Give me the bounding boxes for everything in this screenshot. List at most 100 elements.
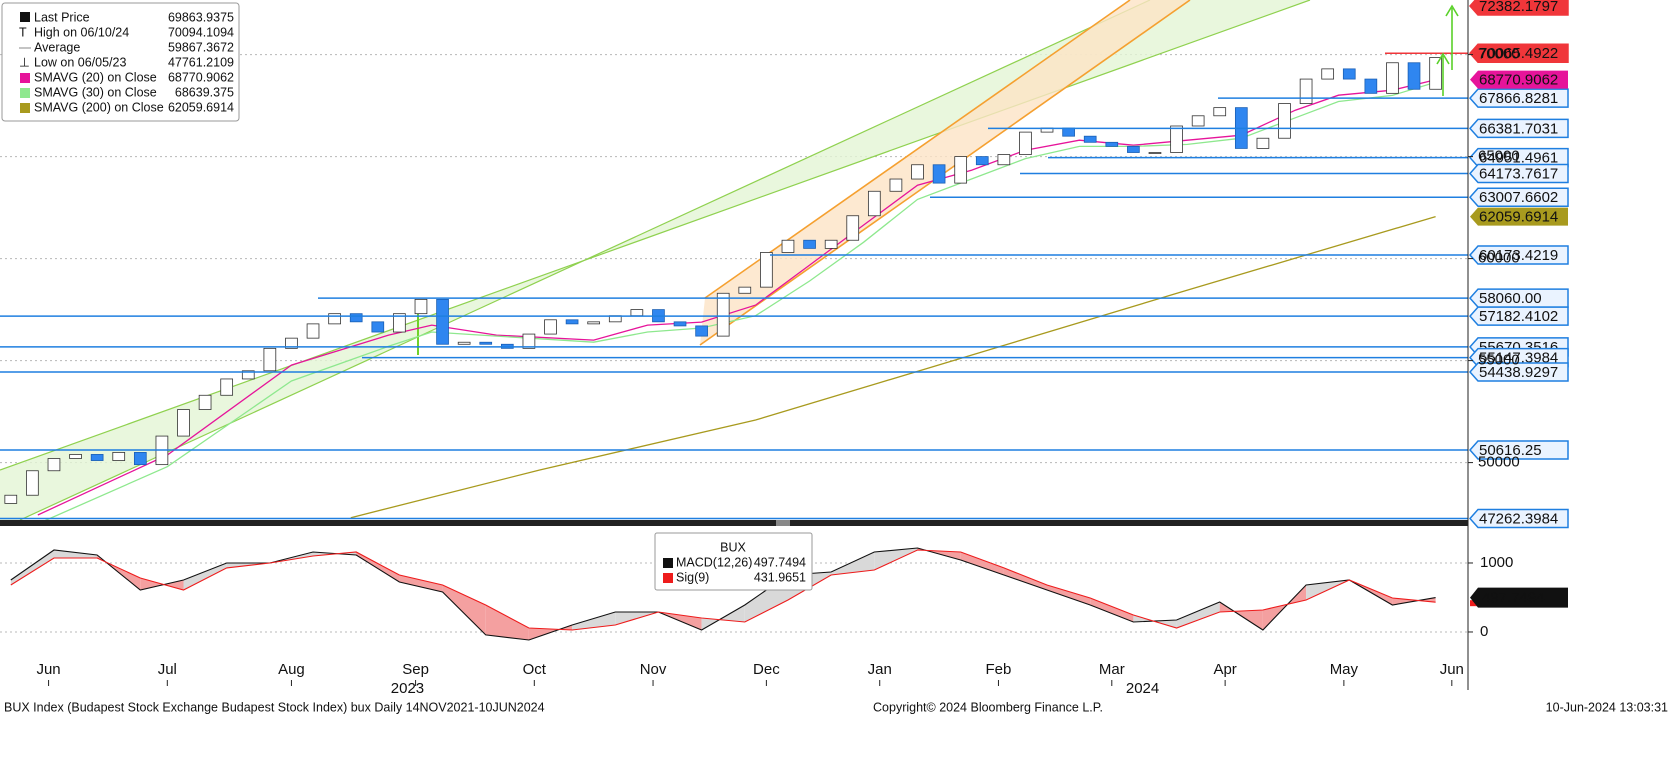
legend-value: 59867.3672 [168,40,234,54]
macd-fill [10,550,55,585]
legend-value: 68639.375 [175,85,234,99]
legend-label: Average [34,40,80,54]
candle [112,451,126,461]
green-channel-fill [0,0,1310,520]
level-label-box [1468,88,1569,108]
candle [1321,68,1335,80]
orange-channel-upper [704,0,1131,299]
macd-fill [1047,585,1091,605]
legend-label: Last Price [34,10,90,24]
x-tick-label: Feb [986,661,1012,678]
legend-label: SMAVG (200) on Close [34,100,164,114]
candle [544,319,557,335]
candle [371,321,385,333]
level-label: 58060.00 [1479,290,1542,307]
macd-fill [54,550,98,558]
year-label: 2024 [1126,680,1159,697]
level-label: 72382.1797 [1479,0,1558,15]
level-label: 60173.4219 [1479,247,1558,264]
macd-fill [442,585,486,635]
legend-swatch [20,88,30,98]
candle [241,370,255,380]
level-label-box [1468,118,1569,139]
axis-labels: 50000 55000 60000 65000 70000 0 1000 Jun Jul Aug S… [36,46,1519,697]
candle [1299,78,1313,104]
legend: Last Price 69863.9375 T High on 06/10/24… [1,2,240,122]
macd-label-box [1470,587,1568,608]
year-label: 2023 [391,680,424,697]
candle [1278,103,1291,139]
candle [911,164,924,180]
legend-label: SMAVG (30) on Close [34,85,157,99]
level-label-box [1468,163,1569,184]
legend-value: 70094.1094 [168,25,234,39]
legend-swatch [20,73,30,83]
level-label: 54438.9297 [1479,364,1558,381]
y-tick-label: 1000 [1480,554,1513,571]
footer-center: Copyright© 2024 Bloomberg Finance L.P. [873,700,1103,714]
candle [954,156,968,184]
footer-left: BUX Index (Budapest Stock Exchange Budap… [4,700,545,714]
macd-fill [356,552,400,582]
arrows [1436,4,1459,96]
ma-label: 62059.6914 [1479,209,1558,226]
candle [306,323,320,339]
level-label: 47262.3984 [1479,510,1558,527]
candle [695,325,708,337]
panel-separator [0,520,1468,526]
macd-fill [485,605,529,640]
moving-average [44,81,1436,520]
level-label-box [1468,43,1569,64]
macd-line [10,547,1436,641]
level-label-box [1468,187,1569,207]
candle [1364,78,1378,94]
level-label: 64951.4961 [1479,150,1558,167]
ma-label-box [1470,207,1568,226]
x-tick-label: Jun [36,661,60,678]
candle [26,470,39,496]
candle [479,341,493,345]
macd-fill [1090,598,1134,622]
y-tick-label: 0 [1480,623,1488,640]
candle [673,321,687,327]
x-tick-label: Jan [868,661,892,678]
level-label: 57182.4102 [1479,308,1558,325]
footer-right: 10-Jun-2024 13:03:31 [1546,700,1668,714]
candle [393,313,406,333]
macd-label: 497.7494 [1482,590,1545,607]
candle [414,298,428,315]
candle [1083,135,1097,143]
legend-icon: ⊥ [19,55,30,69]
level-label-box [1468,440,1569,460]
x-tick-label: Jul [158,661,177,678]
candle [630,309,644,317]
candle [457,341,471,345]
candle [1062,127,1075,137]
candle [133,451,147,466]
macd-fill [399,575,443,592]
macd-marks [10,547,1436,641]
candle [932,164,946,184]
candle [781,239,795,253]
arrow-head [1436,52,1450,65]
macd-fill [1176,602,1220,628]
y-tick-label: 55000 [1478,352,1520,369]
level-label: 50616.25 [1479,442,1542,459]
legend-value: 497.7494 [754,555,806,569]
level-label-box [1468,362,1569,382]
candle [716,292,730,337]
macd-legend-title: BUX [720,540,746,554]
level-label-box [1468,306,1569,326]
candle [587,321,601,325]
legend-icon [20,12,30,22]
candle [975,156,989,166]
candle [198,394,212,410]
legend-value: 62059.6914 [168,100,234,114]
level-label-box [1468,0,1569,16]
y-tick-label: 70000 [1478,46,1520,63]
ma-label: 68770.9062 [1479,72,1558,89]
candle [1170,125,1183,153]
candle [69,454,82,459]
candle [1407,62,1421,90]
